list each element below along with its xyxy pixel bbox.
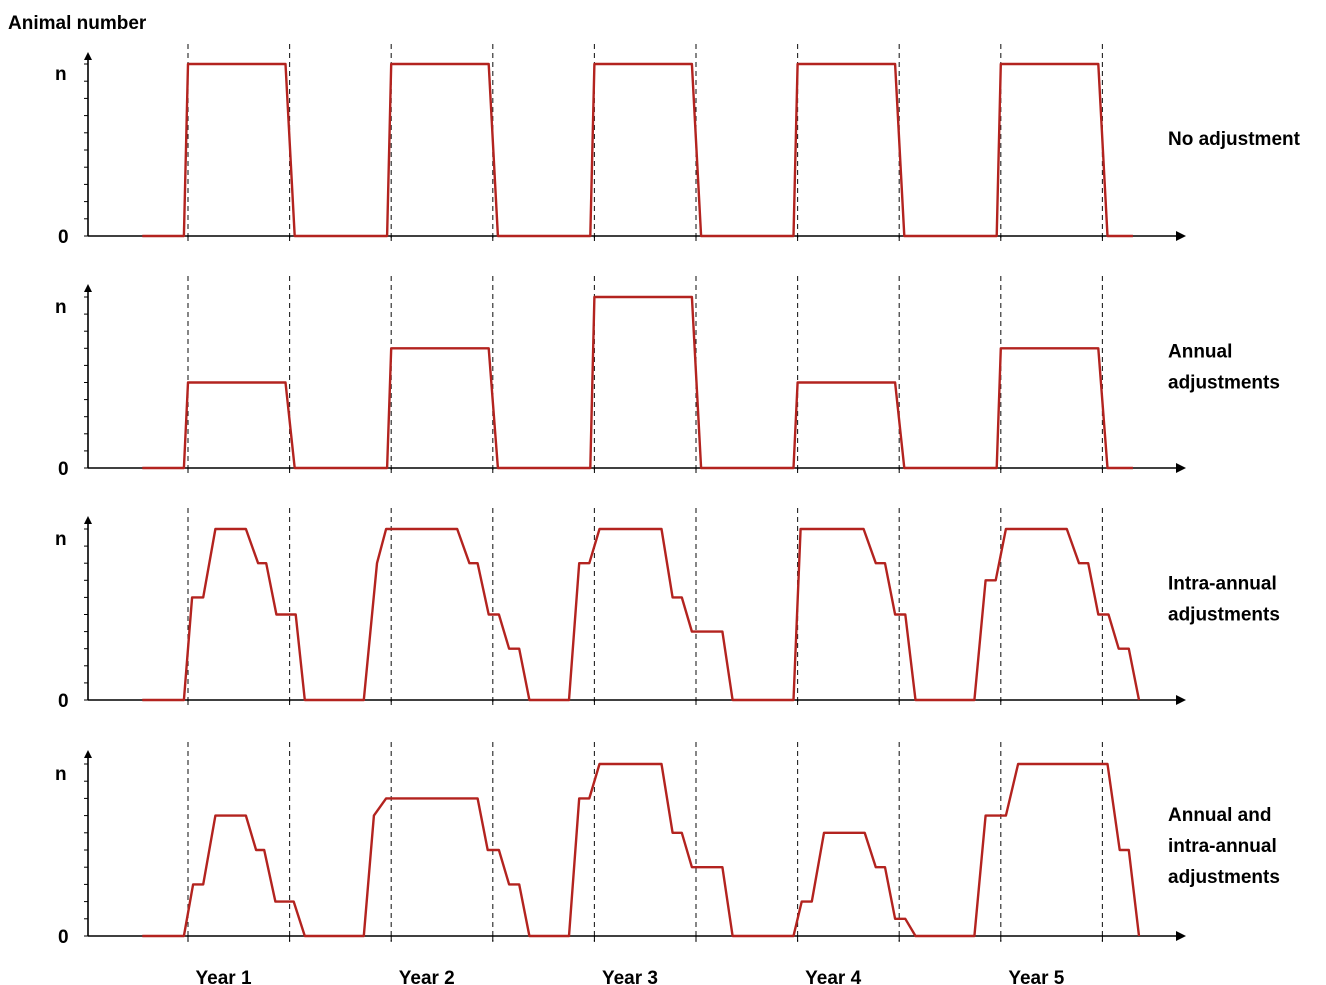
y-axis-title: Animal number <box>8 13 147 34</box>
y-tick-label-n: n <box>55 764 67 785</box>
y-axis-arrow <box>84 52 92 60</box>
y-tick-label-n: n <box>55 297 67 318</box>
x-axis-arrow <box>1176 931 1186 941</box>
series-line <box>142 295 1133 470</box>
y-tick-label-n: n <box>55 64 67 85</box>
x-axis-arrow <box>1176 231 1186 241</box>
series-line <box>142 527 1141 702</box>
panel: 0 n No adjustment <box>55 44 1301 248</box>
y-tick-label-zero: 0 <box>58 927 69 948</box>
y-tick-label-zero: 0 <box>58 227 69 248</box>
y-tick-label-n: n <box>55 529 67 550</box>
series-line <box>142 62 1133 238</box>
y-tick-label-zero: 0 <box>58 459 69 480</box>
y-axis-arrow <box>84 284 92 292</box>
panel: 0 n Annual adjustments <box>55 276 1280 480</box>
year-label: Year 5 <box>1008 968 1064 985</box>
panels: 0 n No adjustment 0 n Annual adjustments 0 n Intr… <box>55 44 1301 948</box>
panel-name: Annual adjustments <box>1168 342 1280 394</box>
y-axis-arrow <box>84 750 92 758</box>
panel-name: No adjustment <box>1168 129 1301 150</box>
y-axis-arrow <box>84 516 92 524</box>
panel: 0 n Annual and intra-annual adjustments <box>55 742 1280 948</box>
year-label: Year 2 <box>399 968 455 985</box>
y-tick-label-zero: 0 <box>58 691 69 712</box>
panel: 0 n Intra-annual adjustments <box>55 508 1280 712</box>
panel-name: Annual and intra-annual adjustments <box>1168 805 1280 888</box>
series-line <box>142 762 1141 938</box>
x-axis-labels: Year 1 Year 2 Year 3 Year 4 Year 5 <box>196 968 1065 985</box>
x-axis-arrow <box>1176 463 1186 473</box>
panel-name: Intra-annual adjustments <box>1168 574 1280 626</box>
year-label: Year 1 <box>196 968 252 985</box>
year-label: Year 3 <box>602 968 658 985</box>
x-axis-arrow <box>1176 695 1186 705</box>
year-label: Year 4 <box>805 968 861 985</box>
